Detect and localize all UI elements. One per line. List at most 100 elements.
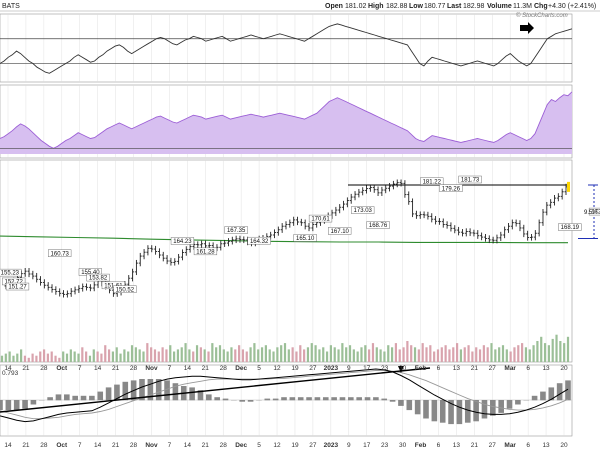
x-tick-label: 14 [4, 365, 12, 372]
volume-bar [23, 355, 27, 362]
volume-bar [314, 345, 317, 362]
price-label-box [308, 214, 333, 223]
volume-bar [35, 355, 38, 362]
histogram-bar [356, 397, 362, 401]
price-label-box [328, 227, 352, 235]
price-label: 155.23 [1, 271, 20, 277]
volume-bar [390, 347, 394, 362]
volume-bar [329, 345, 332, 362]
histogram-bar [30, 400, 37, 405]
x-tick-label: 19 [291, 442, 299, 449]
volume-bar [555, 334, 558, 362]
histogram-bar [197, 390, 204, 401]
open-value: 181.02 [345, 3, 367, 10]
x-tick-label: 14 [184, 442, 192, 449]
x-tick-label: 7 [78, 365, 82, 372]
x-tick-label: 21 [112, 442, 120, 449]
histogram-bar [414, 400, 421, 415]
x-tick-label: 5 [257, 442, 261, 449]
volume-bar [27, 357, 30, 362]
volume-bar [165, 349, 168, 362]
volume-bar [222, 349, 225, 362]
x-tick-label: Nov [145, 365, 158, 372]
volume-bar [536, 341, 539, 362]
volume-bar [563, 343, 566, 362]
histogram-bar [322, 397, 329, 401]
price-label-box [247, 236, 271, 245]
volume-bar [207, 351, 210, 362]
x-tick-label: 6 [437, 442, 441, 449]
volume-bar [241, 349, 245, 362]
chg-label: Chg [534, 3, 548, 10]
volume-bar [150, 347, 153, 362]
volume-bar [364, 345, 367, 362]
volume-bar [199, 347, 202, 362]
histogram-bar [481, 400, 488, 419]
macd-line [0, 368, 569, 423]
histogram-bar [540, 391, 546, 401]
price-label-box [5, 282, 30, 291]
volume-bar [299, 345, 302, 362]
volume-bar [478, 349, 482, 362]
volume-bar [463, 347, 466, 362]
price-label: 150.52 [116, 287, 135, 293]
volume-bar [459, 349, 463, 362]
volume-bar [161, 347, 164, 362]
price-label: 165.10 [296, 236, 315, 242]
x-tick-label: Mar [504, 365, 516, 372]
x-tick-label: 2023 [324, 365, 339, 372]
price-label: 167.35 [227, 228, 246, 234]
momentum-panel-top [0, 23, 573, 74]
price-label-box [558, 223, 582, 231]
volume-bar [543, 343, 547, 362]
x-axis-mid: 14 21 28 Oct 7 14 21 28 Nov 7 14 21 28 Dec 5 12 19 27 2023… [4, 365, 568, 372]
volume-bar [540, 336, 543, 362]
histogram-bar [381, 398, 388, 401]
volume-bar [325, 351, 329, 362]
volume-bar [524, 347, 528, 362]
volume-bar [107, 349, 111, 362]
volume-bar [295, 351, 298, 362]
x-tick-label: 9 [347, 442, 351, 449]
x-tick-label: 23 [381, 365, 389, 372]
volume-bar [494, 349, 497, 362]
price-label: 173.03 [354, 208, 373, 214]
price-label-box [193, 247, 218, 256]
x-tick-label: 14 [94, 442, 102, 449]
high-value: 182.88 [386, 3, 408, 10]
price-label-box [366, 221, 390, 229]
volume-bar [371, 343, 375, 362]
volume-bar [291, 347, 294, 362]
volume-bar [375, 347, 378, 362]
histogram-bar [239, 400, 246, 402]
volume-bar [119, 353, 122, 362]
histogram-bar [0, 400, 3, 411]
histogram-bar [189, 387, 195, 401]
histogram-bar [172, 383, 179, 401]
x-tick-label: 17 [363, 442, 371, 449]
histogram-bar [531, 395, 538, 401]
x-tick-label: 12 [273, 365, 281, 372]
x-tick-label: Dec [235, 442, 247, 449]
x-tick-label: 21 [202, 365, 210, 372]
volume-bar [215, 347, 218, 362]
volume-bar [104, 345, 107, 362]
volume-bar [417, 349, 420, 362]
price-label-box [224, 226, 248, 234]
histogram-bar [314, 397, 321, 401]
price-label-box [86, 273, 110, 282]
price-label: 179.26 [442, 186, 461, 192]
volume-bar [192, 351, 195, 362]
x-tick-label: 13 [542, 442, 550, 449]
volume-bar [318, 349, 321, 362]
x-tick-label: 17 [363, 365, 371, 372]
histogram-bar [97, 391, 104, 401]
volume-bar [54, 355, 57, 362]
histogram-bar [565, 380, 571, 401]
trend-line [0, 367, 431, 413]
volume-bar [31, 353, 34, 362]
x-tick-label: 21 [471, 365, 479, 372]
histogram-bar [348, 397, 354, 401]
volume-bar [123, 349, 126, 362]
